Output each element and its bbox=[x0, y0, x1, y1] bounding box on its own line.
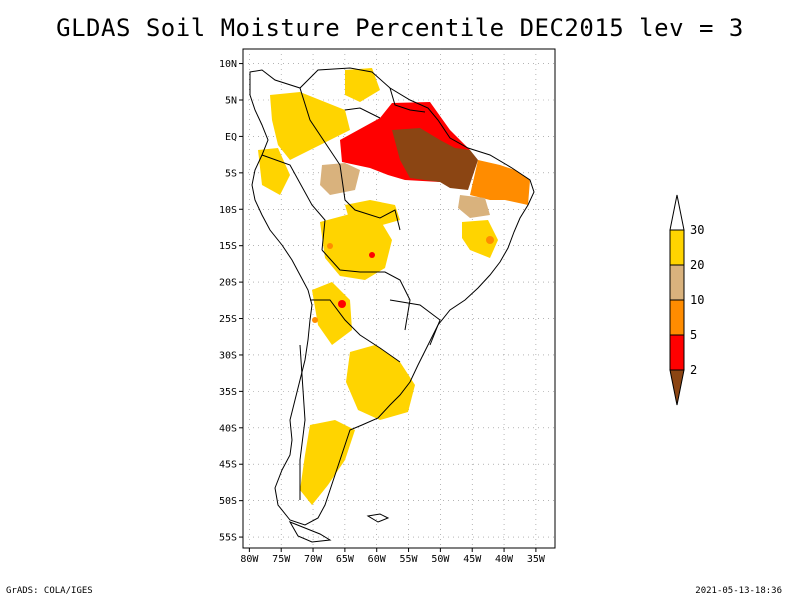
shading-orange-ne bbox=[470, 160, 530, 205]
shading-yellow-uruguay bbox=[346, 345, 415, 420]
border-2 bbox=[261, 154, 326, 251]
footer-credit: GrADS: COLA/IGES bbox=[6, 586, 93, 596]
tierra-del-fuego bbox=[288, 521, 332, 543]
lat-tick-label: 10N bbox=[219, 59, 237, 70]
border-5 bbox=[389, 87, 426, 113]
lat-tick-label: 35S bbox=[219, 387, 237, 398]
map-title: GLDAS Soil Moisture Percentile DEC2015 l… bbox=[56, 14, 744, 42]
shading-yellow-bolivia bbox=[320, 214, 392, 280]
shading-yellow-patagonia bbox=[300, 420, 355, 505]
shading-brown-core bbox=[392, 128, 478, 190]
border-4 bbox=[310, 299, 401, 363]
legend-colorbar: 30 20 10 5 2 bbox=[669, 194, 704, 406]
lat-tick-label: 15S bbox=[219, 241, 237, 252]
south-america-coastline bbox=[249, 67, 535, 526]
lon-tick-label: 75W bbox=[272, 554, 291, 565]
shading-yellow-peru bbox=[258, 148, 290, 195]
legend-label-10: 10 bbox=[690, 293, 704, 307]
lat-tick-label: 30S bbox=[219, 350, 237, 361]
shading-yellow-nw bbox=[270, 92, 350, 160]
shading-orange-dot-3 bbox=[486, 236, 494, 244]
border-1 bbox=[299, 87, 401, 231]
lon-tick-label: 35W bbox=[527, 554, 546, 565]
lat-tick-label: 45S bbox=[219, 460, 237, 471]
lat-tick-label: EQ bbox=[225, 132, 237, 143]
border-6 bbox=[344, 107, 381, 119]
lat-tick-label: 5N bbox=[225, 95, 237, 106]
lon-tick-label: 45W bbox=[463, 554, 482, 565]
lat-tick-label: 40S bbox=[219, 423, 237, 434]
shading-red-dot-1 bbox=[338, 300, 346, 308]
legend-label-30: 30 bbox=[690, 223, 704, 237]
lon-tick-label: 40W bbox=[495, 554, 514, 565]
shading-yellow-central bbox=[345, 200, 400, 228]
lat-tick-label: 20S bbox=[219, 278, 237, 289]
lat-tick-label: 50S bbox=[219, 496, 237, 507]
lat-tick-label: 5S bbox=[225, 168, 237, 179]
falklands bbox=[366, 513, 390, 523]
shading-yellow-ne bbox=[462, 220, 498, 258]
shading-red-dot-2 bbox=[369, 252, 375, 258]
lon-tick-label: 80W bbox=[240, 554, 259, 565]
shading-orange-dot-1 bbox=[327, 243, 333, 249]
lon-tick-label: 50W bbox=[431, 554, 450, 565]
lat-tick-label: 10S bbox=[219, 205, 237, 216]
lat-tick-label: 25S bbox=[219, 314, 237, 325]
percentile-shading bbox=[258, 68, 530, 505]
legend-swatch-10-20 bbox=[669, 264, 685, 301]
lon-tick-label: 70W bbox=[304, 554, 323, 565]
shading-tan-1 bbox=[320, 163, 360, 195]
legend-label-2: 2 bbox=[690, 363, 697, 377]
axis-labels: 10N 5N EQ 5S 10S 15S 20S 25S 30S 35S 40S 45S 50S 55S8… bbox=[219, 59, 546, 565]
legend-label-5: 5 bbox=[690, 328, 697, 342]
shading-yellow-andes bbox=[312, 282, 352, 345]
border-7 bbox=[299, 344, 306, 500]
shading-yellow-n bbox=[345, 68, 380, 102]
legend-arrow-bottom bbox=[669, 369, 685, 406]
lon-tick-label: 55W bbox=[400, 554, 419, 565]
legend-swatch-5-10 bbox=[669, 299, 685, 336]
legend-label-20: 20 bbox=[690, 258, 704, 272]
lon-tick-label: 65W bbox=[336, 554, 355, 565]
lon-tick-label: 60W bbox=[368, 554, 387, 565]
legend-arrow-top bbox=[669, 194, 685, 231]
legend-swatch-20-30 bbox=[669, 229, 685, 266]
border-3 bbox=[321, 249, 411, 331]
border-8 bbox=[389, 299, 441, 346]
footer-timestamp: 2021-05-13-18:36 bbox=[695, 586, 782, 596]
legend-swatch-2-5 bbox=[669, 334, 685, 371]
shading-orange-dot-2 bbox=[312, 317, 318, 323]
coastlines bbox=[249, 67, 535, 543]
lat-tick-label: 55S bbox=[219, 533, 237, 544]
shading-tan-2 bbox=[458, 195, 490, 218]
